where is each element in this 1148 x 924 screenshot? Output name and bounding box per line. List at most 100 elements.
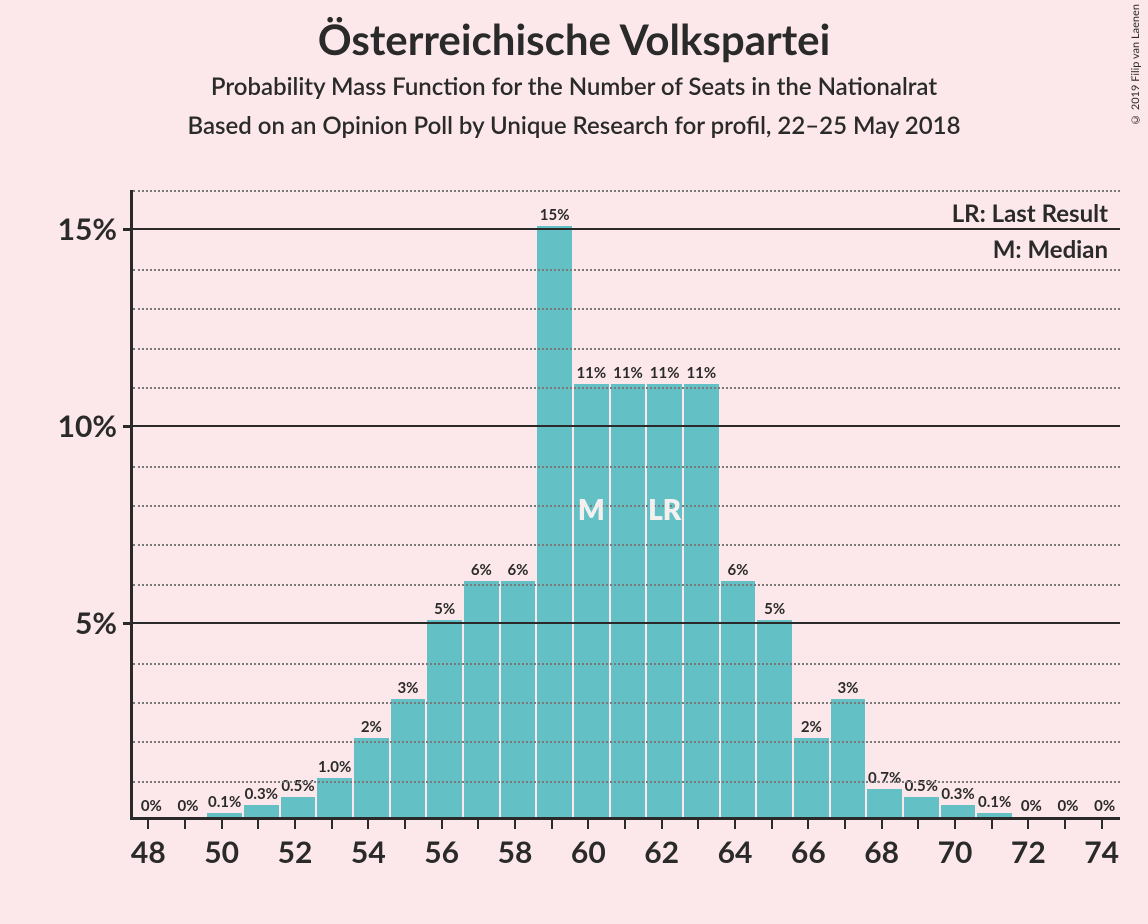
x-tick-mark	[661, 820, 663, 829]
x-axis-label: 60	[571, 834, 606, 870]
bar-value-label: 0%	[177, 797, 198, 817]
bar-value-label: 0%	[1057, 797, 1078, 817]
bar: 2%	[794, 738, 828, 817]
grid-minor	[133, 387, 1120, 389]
x-tick-mark	[1101, 820, 1103, 829]
x-tick-mark	[294, 820, 296, 829]
bar-value-label: 1.0%	[318, 758, 351, 778]
x-tick-mark	[587, 820, 589, 829]
x-axis-label: 66	[791, 834, 826, 870]
bar: 0.1%	[207, 813, 241, 817]
grid-minor	[133, 348, 1120, 350]
x-tick-mark	[697, 820, 699, 829]
bar: 11%	[611, 384, 645, 817]
bar-value-label: 2%	[361, 718, 382, 738]
bars-container: 0%0%0.1%0.3%0.5%1.0%2%3%5%6%6%15%11%11%1…	[133, 190, 1120, 817]
bar: 15%	[537, 226, 571, 817]
grid-minor	[133, 544, 1120, 546]
x-axis-label: 74	[1084, 834, 1119, 870]
bar-value-label: 3%	[397, 679, 418, 699]
bar-value-label: 0%	[1021, 797, 1042, 817]
bar-value-label: 6%	[727, 561, 748, 581]
x-tick-mark	[367, 820, 369, 829]
grid-minor	[133, 269, 1120, 271]
bar-value-label: 5%	[434, 600, 455, 620]
bar-value-label: 0.1%	[978, 793, 1011, 813]
x-axis-label: 48	[131, 834, 166, 870]
x-tick-mark	[954, 820, 956, 829]
bar-value-label: 0.3%	[245, 785, 278, 805]
x-axis-label: 54	[351, 834, 386, 870]
y-tick-mark	[123, 425, 133, 428]
y-axis-label: 10%	[58, 408, 133, 444]
x-tick-mark	[771, 820, 773, 829]
grid-minor	[133, 505, 1120, 507]
bar: 0.7%	[867, 789, 901, 817]
x-tick-mark	[184, 820, 186, 829]
x-axis-label: 64	[718, 834, 753, 870]
grid-major	[133, 228, 1120, 230]
y-tick-mark	[123, 228, 133, 231]
x-tick-mark	[807, 820, 809, 829]
y-axis-label: 15%	[58, 211, 133, 247]
bar-value-label: 6%	[471, 561, 492, 581]
x-axis-labels: 4850525456586062646668707274	[130, 828, 1120, 878]
x-axis-label: 62	[644, 834, 679, 870]
bar-value-label: 6%	[507, 561, 528, 581]
bar: 0.3%	[941, 805, 975, 817]
bar: 1.0%	[317, 778, 351, 817]
bar-marker: M	[578, 492, 605, 526]
grid-minor	[133, 663, 1120, 665]
bar: 11%	[647, 384, 681, 817]
bar: 3%	[391, 699, 425, 817]
title-main: Österreichische Volkspartei	[0, 14, 1148, 64]
bar: 0.3%	[244, 805, 278, 817]
bar-value-label: 0%	[141, 797, 162, 817]
x-axis-label: 56	[424, 834, 459, 870]
bar-value-label: 0.7%	[868, 769, 901, 789]
x-tick-mark	[331, 820, 333, 829]
grid-minor	[133, 781, 1120, 783]
grid-major	[133, 425, 1120, 427]
x-tick-mark	[441, 820, 443, 829]
grid-major	[133, 622, 1120, 624]
bar-value-label: 15%	[540, 206, 570, 226]
bar-value-label: 0.3%	[941, 785, 974, 805]
x-tick-mark	[551, 820, 553, 829]
x-tick-mark	[221, 820, 223, 829]
x-tick-mark	[477, 820, 479, 829]
x-axis-label: 68	[864, 834, 899, 870]
bar-marker: LR	[648, 492, 681, 526]
bar: 11%	[574, 384, 608, 817]
x-tick-mark	[1064, 820, 1066, 829]
bar-value-label: 11%	[613, 364, 643, 384]
x-axis-label: 72	[1011, 834, 1046, 870]
x-tick-mark	[734, 820, 736, 829]
bar: 11%	[684, 384, 718, 817]
grid-minor	[133, 190, 1120, 192]
x-tick-mark	[147, 820, 149, 829]
x-axis-label: 70	[938, 834, 973, 870]
bar-value-label: 0%	[1094, 797, 1115, 817]
title-sub1: Probability Mass Function for the Number…	[0, 72, 1148, 101]
bar-value-label: 11%	[650, 364, 680, 384]
chart-plot-area: 0%0%0.1%0.3%0.5%1.0%2%3%5%6%6%15%11%11%1…	[130, 190, 1120, 820]
bar: 0.1%	[977, 813, 1011, 817]
x-tick-mark	[1027, 820, 1029, 829]
x-tick-mark	[404, 820, 406, 829]
copyright-text: © 2019 Filip van Laenen	[1129, 4, 1142, 126]
grid-minor	[133, 741, 1120, 743]
title-sub2: Based on an Opinion Poll by Unique Resea…	[0, 111, 1148, 140]
chart-titles: Österreichische Volkspartei Probability …	[0, 0, 1148, 140]
x-tick-mark	[991, 820, 993, 829]
grid-minor	[133, 702, 1120, 704]
bar-value-label: 0.1%	[208, 793, 241, 813]
bar: 2%	[354, 738, 388, 817]
grid-minor	[133, 308, 1120, 310]
x-tick-mark	[514, 820, 516, 829]
bar: 0.5%	[281, 797, 315, 817]
bar-value-label: 2%	[801, 718, 822, 738]
x-axis-label: 50	[204, 834, 239, 870]
bar: 5%	[757, 620, 791, 817]
x-tick-mark	[257, 820, 259, 829]
